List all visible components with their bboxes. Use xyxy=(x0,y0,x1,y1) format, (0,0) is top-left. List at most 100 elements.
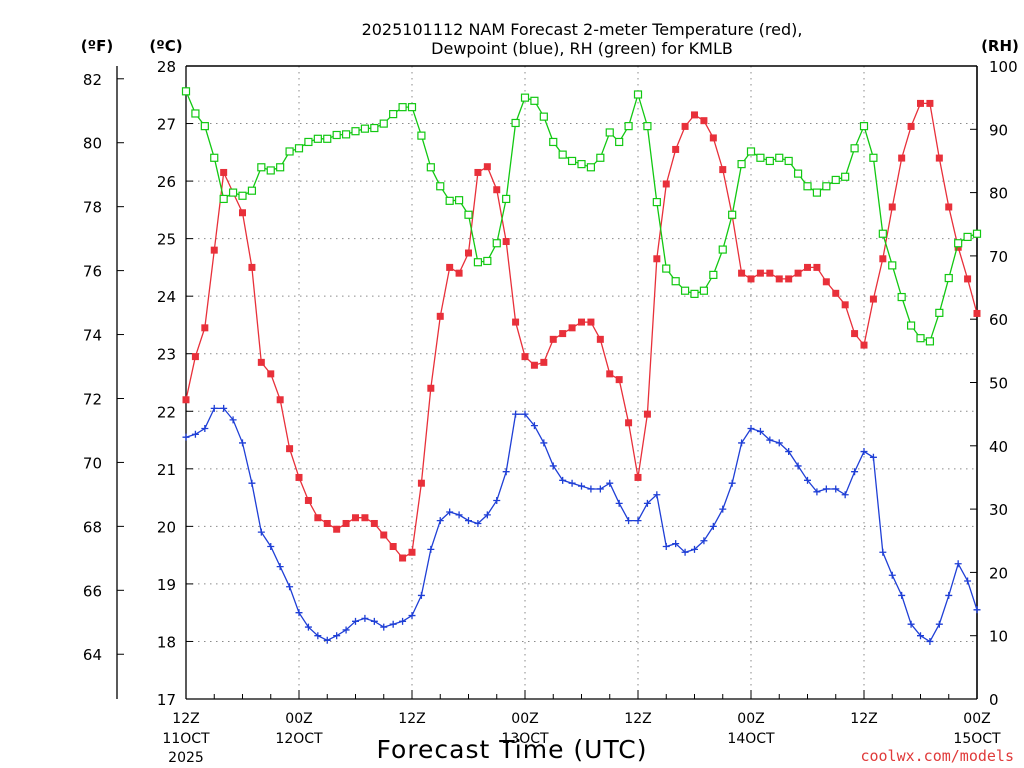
temperature-point xyxy=(352,514,359,522)
rh-point xyxy=(511,118,520,128)
dewpoint-point xyxy=(502,468,510,476)
dewpoint-point xyxy=(888,571,896,579)
left-axis-unit-fahrenheit: (ºF) xyxy=(81,37,113,55)
rh-point xyxy=(483,256,492,266)
dewpoint-point xyxy=(738,439,746,447)
y-tick-label-fahrenheit: 72 xyxy=(83,390,102,408)
y-tick-label-celsius: 20 xyxy=(157,518,176,536)
temperature-point xyxy=(766,269,774,277)
dewpoint-point xyxy=(945,591,953,599)
temperature-point xyxy=(945,203,953,211)
y-tick-label-fahrenheit: 66 xyxy=(83,582,102,600)
chart-title-line-2: Dewpoint (blue), RH (green) for KMLB xyxy=(431,39,733,58)
rh-point xyxy=(181,87,191,96)
dewpoint-point xyxy=(578,482,585,490)
temperature-point xyxy=(314,514,322,522)
rh-point xyxy=(963,232,972,242)
rh-point xyxy=(643,122,652,131)
dewpoint-line xyxy=(185,407,978,643)
temperature-point xyxy=(738,269,746,277)
temperature-point xyxy=(191,353,199,361)
dewpoint-point xyxy=(606,479,614,487)
temperature-point xyxy=(596,335,604,343)
rh-point xyxy=(633,90,643,99)
rh-point xyxy=(200,122,209,131)
rh-point xyxy=(728,210,737,219)
temperature-point xyxy=(804,263,811,271)
rh-point xyxy=(417,131,426,140)
dewpoint-point xyxy=(728,479,736,487)
tick-labels: 17 18 19 20 21 22 23 24 25 26 27 28 64 66 68 70 72 74 76 78… xyxy=(83,58,1018,766)
temperature-point xyxy=(257,358,265,366)
dewpoint-point xyxy=(851,468,859,476)
temperature-point xyxy=(493,186,501,194)
x-tick-label-date: 15OCT xyxy=(953,731,1001,747)
rh-point xyxy=(925,337,935,346)
temperature-point xyxy=(606,370,614,378)
x-tick-label-date: 14OCT xyxy=(727,731,775,747)
dewpoint-point xyxy=(220,404,228,412)
temperature-point xyxy=(643,410,651,418)
rh-point xyxy=(473,258,483,267)
rh-point xyxy=(520,93,530,102)
temperature-point xyxy=(474,168,482,176)
temperature-point xyxy=(747,275,755,283)
temperature-point xyxy=(408,548,416,556)
dewpoint-point xyxy=(841,491,849,499)
rh-point xyxy=(624,122,633,131)
dewpoint-point xyxy=(681,548,689,556)
temperature-point xyxy=(869,295,877,303)
temperature-point xyxy=(389,543,397,551)
y-tick-label-fahrenheit: 70 xyxy=(83,454,102,472)
rh-point xyxy=(191,109,200,118)
dewpoint-point xyxy=(559,476,567,484)
dewpoint-point xyxy=(493,496,501,504)
y-tick-label-fahrenheit: 64 xyxy=(83,646,102,664)
rh-point xyxy=(775,153,784,162)
y-tick-label-celsius: 18 xyxy=(157,633,176,651)
rh-point xyxy=(530,96,539,105)
rh-point xyxy=(228,188,238,197)
x-tick-label-date: 13OCT xyxy=(501,731,549,747)
chart-title-line-1: 2025101112 NAM Forecast 2-meter Temperat… xyxy=(362,20,803,39)
rh-point xyxy=(652,197,661,207)
temperature-point xyxy=(785,275,793,283)
dewpoint-point xyxy=(323,636,331,644)
y-tick-label-celsius: 17 xyxy=(157,691,176,709)
temperature-line xyxy=(185,102,978,559)
temperature-point xyxy=(248,263,256,271)
temperature-point xyxy=(672,145,680,153)
dewpoint-point xyxy=(295,609,303,617)
dewpoint-point xyxy=(314,632,322,640)
credit-text: coolwx.com/models xyxy=(860,747,1014,765)
rh-point xyxy=(935,308,944,317)
rh-point xyxy=(294,144,304,153)
temperature-point xyxy=(521,353,529,361)
rh-point xyxy=(690,289,699,298)
rh-point xyxy=(464,210,473,219)
dewpoint-point xyxy=(756,427,764,435)
y-tick-label-celsius: 22 xyxy=(157,403,176,421)
temperature-point xyxy=(399,554,407,562)
temperature-point xyxy=(578,318,585,326)
dewpoint-point xyxy=(832,485,840,493)
dewpoint-point xyxy=(672,540,680,548)
dewpoint-point xyxy=(587,485,595,493)
temperature-point xyxy=(436,312,444,320)
rh-point xyxy=(577,160,586,169)
rh-point xyxy=(916,334,925,343)
dewpoint-point xyxy=(333,632,341,640)
dewpoint-point xyxy=(399,617,407,625)
y-tick-label-fahrenheit: 76 xyxy=(83,263,102,281)
dewpoint-point xyxy=(926,637,934,645)
temperature-point xyxy=(380,531,388,539)
x-tick-label-time: 12Z xyxy=(398,711,425,727)
temperature-point xyxy=(465,249,472,257)
temperature-point xyxy=(323,519,331,527)
dewpoint-point xyxy=(662,543,670,551)
rh-point xyxy=(662,264,671,273)
temperature-point xyxy=(304,496,312,504)
y-tick-label-celsius: 19 xyxy=(157,576,176,594)
rh-point xyxy=(266,166,275,175)
dewpoint-point xyxy=(954,560,962,568)
